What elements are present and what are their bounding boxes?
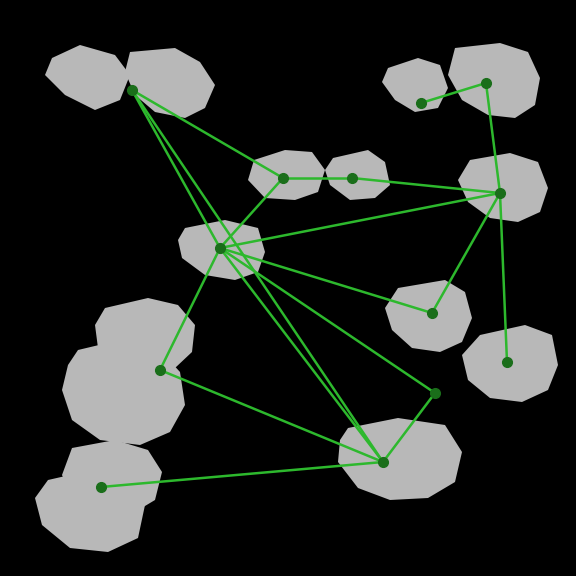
- Polygon shape: [325, 150, 390, 200]
- Polygon shape: [385, 280, 472, 352]
- Polygon shape: [458, 153, 548, 222]
- Polygon shape: [125, 48, 215, 118]
- Polygon shape: [62, 340, 185, 445]
- Polygon shape: [178, 220, 265, 280]
- Polygon shape: [448, 43, 540, 118]
- Polygon shape: [338, 418, 462, 500]
- Polygon shape: [62, 440, 162, 515]
- Polygon shape: [45, 45, 130, 110]
- Polygon shape: [248, 150, 325, 200]
- Polygon shape: [462, 325, 558, 402]
- Polygon shape: [35, 470, 145, 552]
- Polygon shape: [382, 58, 448, 112]
- Polygon shape: [95, 298, 195, 375]
